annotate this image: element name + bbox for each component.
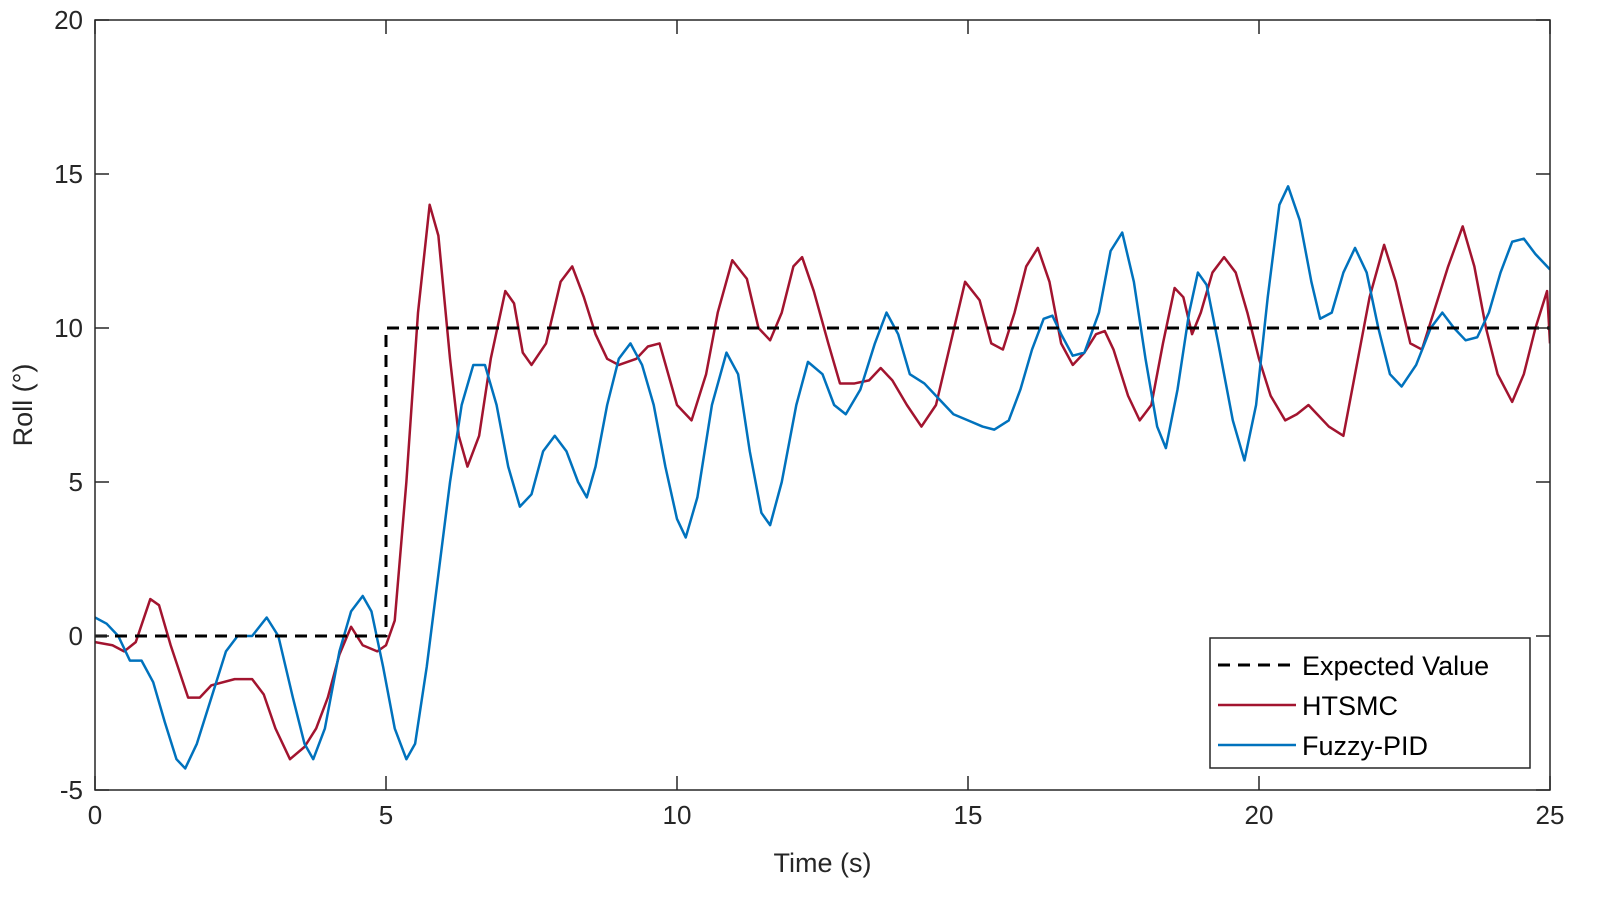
plot-frame — [94, 19, 1551, 791]
y-tick-label: 0 — [69, 621, 83, 651]
x-tick-label: 25 — [1536, 800, 1565, 830]
x-tick-label: 15 — [954, 800, 983, 830]
x-tick-label: 0 — [88, 800, 102, 830]
y-tick-label: -5 — [60, 775, 83, 805]
y-tick-label: 15 — [54, 159, 83, 189]
legend-label-expected-value: Expected Value — [1302, 651, 1489, 681]
y-tick-label: 5 — [69, 467, 83, 497]
x-tick-label: 20 — [1245, 800, 1274, 830]
legend-label-fuzzy-pid: Fuzzy-PID — [1302, 731, 1428, 761]
legend: Expected Value HTSMC Fuzzy-PID — [1209, 637, 1531, 769]
series-line-expected-value — [95, 326, 1550, 638]
series-line-fuzzy-pid — [95, 185, 1550, 770]
series-line-htsmc — [95, 203, 1550, 761]
x-tick-label: 5 — [379, 800, 393, 830]
legend-label-htsmc: HTSMC — [1302, 691, 1398, 721]
x-tick-label: 10 — [663, 800, 692, 830]
y-tick-label: 10 — [54, 313, 83, 343]
x-axis-label: Time (s) — [774, 848, 872, 878]
y-axis-label: Roll (°) — [8, 364, 38, 447]
legend-box — [1209, 637, 1531, 769]
series-layer — [95, 185, 1550, 770]
y-tick-label: 20 — [54, 5, 83, 35]
